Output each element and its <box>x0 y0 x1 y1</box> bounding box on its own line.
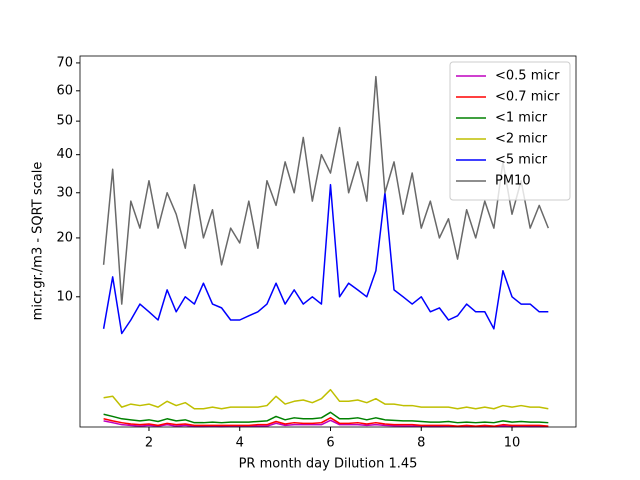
y-tick-label: 20 <box>56 230 73 245</box>
series-line <box>102 183 549 335</box>
x-tick-label: 2 <box>145 436 153 451</box>
series-line <box>102 75 550 305</box>
series-line <box>103 411 549 424</box>
x-axis-label: PR month day Dilution 1.45 <box>239 457 418 472</box>
y-axis-label: micr.gr./m3 - SQRT scale <box>31 162 46 321</box>
y-tick-label: 70 <box>56 55 73 70</box>
legend-label: <0.5 micr <box>495 69 560 84</box>
series-line <box>103 417 549 427</box>
y-tick-label: 30 <box>56 185 73 200</box>
legend-label: <2 micr <box>495 132 548 147</box>
plot-frame <box>79 55 577 428</box>
y-tick-label: 10 <box>56 289 73 304</box>
y-tick-label: 50 <box>56 114 73 129</box>
legend-label: PM10 <box>495 174 531 189</box>
series-line <box>103 388 549 410</box>
x-tick-label: 6 <box>326 436 334 451</box>
legend-label: <0.7 micr <box>495 90 560 105</box>
y-tick-label: 60 <box>56 83 73 98</box>
legend-label: <1 micr <box>495 111 548 126</box>
x-tick-label: 8 <box>417 436 425 451</box>
y-tick-label: 40 <box>56 147 73 162</box>
x-tick-label: 4 <box>236 436 244 451</box>
legend-label: <5 micr <box>495 153 548 168</box>
x-tick-label: 10 <box>504 436 521 451</box>
